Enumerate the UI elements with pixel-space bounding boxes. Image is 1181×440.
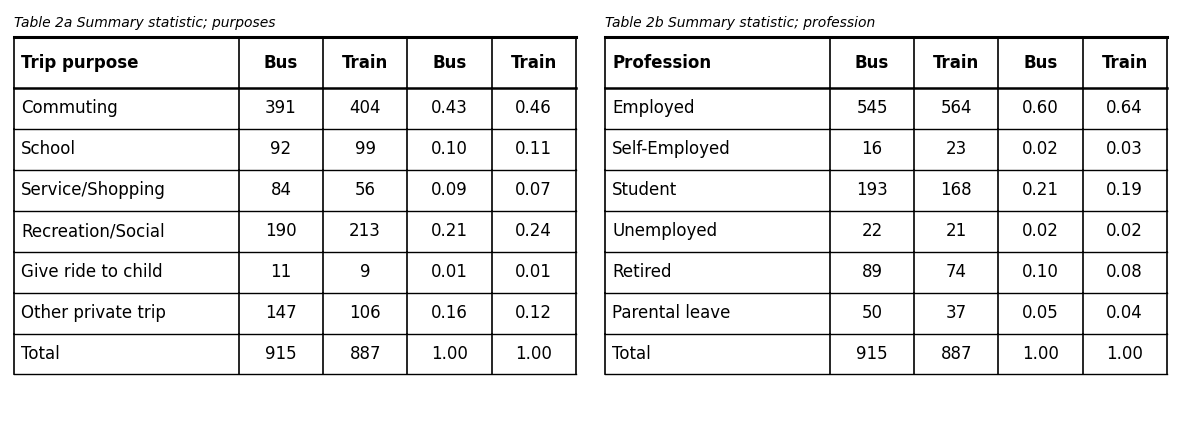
Text: Train: Train — [1102, 54, 1148, 72]
Text: 391: 391 — [265, 99, 296, 117]
Text: 915: 915 — [265, 345, 296, 363]
Text: 23: 23 — [946, 140, 967, 158]
Text: 37: 37 — [946, 304, 967, 322]
Text: 56: 56 — [354, 181, 376, 199]
Text: 0.10: 0.10 — [431, 140, 468, 158]
Text: 74: 74 — [946, 263, 967, 281]
Text: 545: 545 — [856, 99, 888, 117]
Text: 0.19: 0.19 — [1107, 181, 1143, 199]
Text: 0.11: 0.11 — [515, 140, 553, 158]
Text: 1.00: 1.00 — [1107, 345, 1143, 363]
Text: 0.64: 0.64 — [1107, 99, 1143, 117]
Text: Bus: Bus — [855, 54, 889, 72]
Text: 0.03: 0.03 — [1107, 140, 1143, 158]
Text: 21: 21 — [946, 222, 967, 240]
Text: 0.12: 0.12 — [515, 304, 553, 322]
Text: 9: 9 — [360, 263, 371, 281]
Text: Bus: Bus — [432, 54, 466, 72]
Text: Unemployed: Unemployed — [612, 222, 718, 240]
Text: 0.24: 0.24 — [515, 222, 552, 240]
Text: Retired: Retired — [612, 263, 672, 281]
Text: 887: 887 — [350, 345, 381, 363]
Text: 404: 404 — [350, 99, 381, 117]
Text: Bus: Bus — [263, 54, 298, 72]
Text: 50: 50 — [861, 304, 882, 322]
Text: 1.00: 1.00 — [1022, 345, 1059, 363]
Text: 0.07: 0.07 — [515, 181, 552, 199]
Text: Total: Total — [612, 345, 651, 363]
Text: Commuting: Commuting — [21, 99, 118, 117]
Text: 0.02: 0.02 — [1107, 222, 1143, 240]
Text: 0.01: 0.01 — [431, 263, 468, 281]
Text: Bus: Bus — [1024, 54, 1058, 72]
Text: Train: Train — [933, 54, 979, 72]
Text: Recreation/Social: Recreation/Social — [21, 222, 165, 240]
Text: 564: 564 — [940, 99, 972, 117]
Text: 1.00: 1.00 — [515, 345, 552, 363]
Text: 915: 915 — [856, 345, 888, 363]
Text: 1.00: 1.00 — [431, 345, 468, 363]
Text: Train: Train — [342, 54, 389, 72]
Text: 99: 99 — [354, 140, 376, 158]
Text: 0.21: 0.21 — [431, 222, 468, 240]
Text: Service/Shopping: Service/Shopping — [21, 181, 167, 199]
Text: 0.43: 0.43 — [431, 99, 468, 117]
Text: Train: Train — [510, 54, 556, 72]
Text: School: School — [21, 140, 77, 158]
Text: 11: 11 — [270, 263, 292, 281]
Text: 0.02: 0.02 — [1022, 222, 1059, 240]
Text: 0.10: 0.10 — [1022, 263, 1059, 281]
Text: 193: 193 — [856, 181, 888, 199]
Text: Table 2b Summary statistic; profession: Table 2b Summary statistic; profession — [605, 16, 875, 30]
Text: Student: Student — [612, 181, 678, 199]
Text: Employed: Employed — [612, 99, 694, 117]
Text: 22: 22 — [861, 222, 882, 240]
Text: Total: Total — [21, 345, 60, 363]
Text: 887: 887 — [940, 345, 972, 363]
Text: 0.05: 0.05 — [1022, 304, 1059, 322]
Text: 147: 147 — [265, 304, 296, 322]
Text: 168: 168 — [940, 181, 972, 199]
Text: Parental leave: Parental leave — [612, 304, 731, 322]
Text: 92: 92 — [270, 140, 292, 158]
Text: 0.21: 0.21 — [1022, 181, 1059, 199]
Text: Give ride to child: Give ride to child — [21, 263, 163, 281]
Text: 0.02: 0.02 — [1022, 140, 1059, 158]
Text: Table 2a Summary statistic; purposes: Table 2a Summary statistic; purposes — [14, 16, 275, 30]
Text: 190: 190 — [265, 222, 296, 240]
Text: Other private trip: Other private trip — [21, 304, 167, 322]
Text: 0.04: 0.04 — [1107, 304, 1143, 322]
Text: Trip purpose: Trip purpose — [21, 54, 138, 72]
Text: 0.08: 0.08 — [1107, 263, 1143, 281]
Text: 213: 213 — [350, 222, 381, 240]
Text: 0.09: 0.09 — [431, 181, 468, 199]
Text: 0.01: 0.01 — [515, 263, 552, 281]
Text: 106: 106 — [350, 304, 381, 322]
Text: Self-Employed: Self-Employed — [612, 140, 731, 158]
Text: Profession: Profession — [612, 54, 711, 72]
Text: 0.16: 0.16 — [431, 304, 468, 322]
Text: 0.60: 0.60 — [1022, 99, 1059, 117]
Text: 89: 89 — [861, 263, 882, 281]
Text: 84: 84 — [270, 181, 292, 199]
Text: 0.46: 0.46 — [515, 99, 552, 117]
Text: 16: 16 — [861, 140, 882, 158]
